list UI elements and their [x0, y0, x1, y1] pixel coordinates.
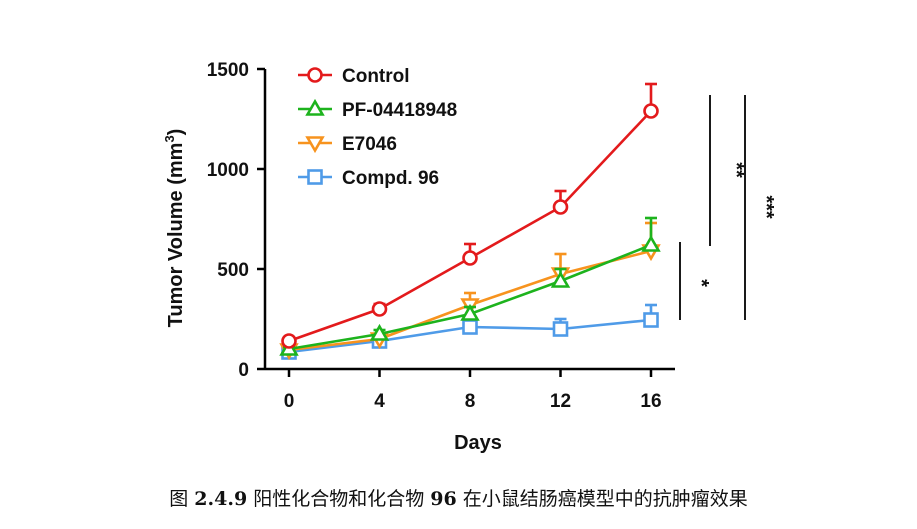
- legend: Control PF-04418948 E7046 Compd. 96: [298, 66, 457, 189]
- significance-bracket: *: [679, 242, 712, 320]
- axes: 0 500 1000 1500 0 4 8 12 16: [207, 60, 675, 412]
- x-tick-label: 16: [640, 391, 661, 412]
- caption-text-b: 在小鼠结肠癌模型中的抗肿瘤效果: [456, 488, 748, 510]
- figure-caption: 图 2.4.9 阳性化合物和化合物 96 在小鼠结肠癌模型中的抗肿瘤效果: [0, 484, 917, 511]
- y-tick-label: 1000: [207, 160, 249, 181]
- legend-marker: [307, 169, 323, 185]
- significance-label: *: [690, 279, 712, 287]
- x-tick-label: 0: [284, 391, 295, 412]
- caption-prefix: 图: [169, 488, 195, 510]
- y-axis-label-main: Tumor Volume (mm: [165, 143, 187, 328]
- data-point: [462, 250, 478, 266]
- data-point: [552, 199, 569, 215]
- y-tick-label: 500: [217, 260, 249, 281]
- data-point: [371, 301, 388, 317]
- x-axis-label: Days: [454, 432, 502, 454]
- legend-marker: [307, 67, 323, 83]
- data-point: [641, 234, 661, 252]
- legend-marker: [305, 98, 325, 116]
- legend-item: PF-04418948: [298, 98, 457, 121]
- significance-brackets: ******: [679, 95, 777, 320]
- data-point: [550, 270, 571, 288]
- data-point: [460, 303, 480, 321]
- x-tick-label: 12: [550, 391, 571, 412]
- y-tick-label: 0: [238, 360, 249, 381]
- legend-label: PF-04418948: [342, 100, 457, 121]
- legend-item: Control: [298, 66, 410, 87]
- caption-text-a: 阳性化合物和化合物: [247, 488, 431, 510]
- significance-label: ***: [755, 195, 777, 219]
- legend-label: Compd. 96: [342, 168, 439, 189]
- x-tick-label: 8: [465, 391, 476, 412]
- legend-label: E7046: [342, 134, 397, 155]
- y-axis-label-sup: 3: [162, 135, 177, 142]
- y-axis-label: Tumor Volume (mm3): [162, 129, 187, 328]
- series-layer: [279, 82, 661, 361]
- significance-bracket: **: [709, 95, 747, 246]
- y-tick-label: 1500: [207, 60, 249, 81]
- y-axis-label-close: ): [165, 129, 187, 136]
- series-control: [281, 82, 659, 349]
- x-tick-label: 4: [374, 391, 385, 412]
- chart: 0 500 1000 1500 0 4 8 12 16 Control PF-04418948 E7…: [162, 60, 777, 454]
- data-point: [552, 321, 569, 337]
- legend-marker: [305, 136, 325, 154]
- significance-label: **: [725, 162, 747, 178]
- data-point: [281, 333, 297, 349]
- data-point: [462, 319, 478, 335]
- data-point: [643, 103, 659, 119]
- legend-item: Compd. 96: [298, 168, 439, 189]
- significance-bracket: ***: [744, 95, 777, 320]
- data-point: [369, 323, 390, 341]
- data-point: [643, 312, 659, 328]
- caption-number: 2.4.9: [194, 488, 248, 510]
- legend-item: E7046: [298, 134, 397, 155]
- legend-label: Control: [342, 66, 410, 87]
- caption-compound: 96: [430, 488, 457, 510]
